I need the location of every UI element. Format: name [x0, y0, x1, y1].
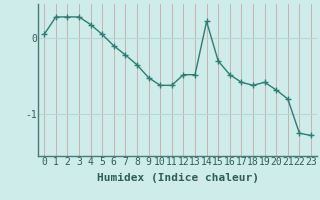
X-axis label: Humidex (Indice chaleur): Humidex (Indice chaleur) — [97, 173, 259, 183]
